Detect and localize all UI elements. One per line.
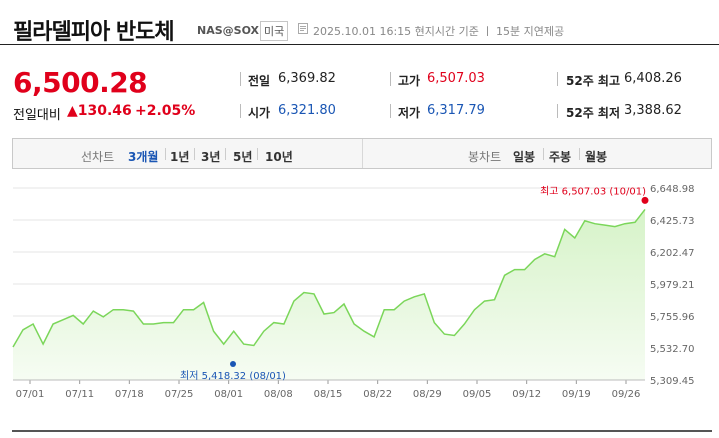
separator bbox=[257, 148, 258, 160]
update-time: 2025.10.01 16:15 현지시간 기준 ㅣ 15분 지연제공 bbox=[313, 25, 565, 38]
y-tick-label: 5,979.21 bbox=[650, 280, 695, 291]
separator bbox=[165, 148, 166, 160]
x-tick-label: 09/05 bbox=[463, 389, 492, 400]
document-icon bbox=[298, 23, 308, 34]
divider bbox=[240, 72, 241, 86]
week52-low-label: 52주 최저 bbox=[566, 106, 620, 120]
high-marker bbox=[641, 196, 649, 204]
x-tick-label: 09/12 bbox=[512, 389, 541, 400]
change-label: 전일대비 bbox=[13, 108, 61, 123]
divider bbox=[240, 104, 241, 118]
current-price: 6,500.28 bbox=[13, 66, 148, 99]
period-3y-button[interactable]: 3년 bbox=[201, 150, 221, 164]
x-tick-label: 07/18 bbox=[115, 389, 144, 400]
divider bbox=[557, 72, 558, 86]
week52-high-value: 6,408.26 bbox=[624, 71, 682, 86]
prev-close-label: 전일 bbox=[248, 74, 271, 88]
week52-low-value: 3,388.62 bbox=[624, 103, 682, 118]
market-badge: 미국 bbox=[260, 21, 289, 41]
low-label: 저가 bbox=[398, 106, 421, 120]
x-tick-label: 08/29 bbox=[413, 389, 442, 400]
low-annotation: 최저 5,418.32 (08/01) bbox=[180, 370, 286, 382]
x-tick-label: 07/01 bbox=[16, 389, 45, 400]
price-line bbox=[12, 208, 646, 348]
controls-divider bbox=[362, 139, 363, 168]
divider bbox=[390, 104, 391, 118]
index-code: NAS@SOX bbox=[197, 24, 260, 37]
y-tick-label: 6,425.73 bbox=[650, 216, 695, 227]
separator bbox=[194, 148, 195, 160]
week52-high-label: 52주 최고 bbox=[566, 74, 620, 88]
price-area bbox=[13, 209, 645, 380]
x-tick-label: 07/25 bbox=[165, 389, 194, 400]
price-chart: 6,648.98 6,425.73 6,202.47 5,979.21 5,755.96… bbox=[12, 184, 695, 400]
y-tick-label: 5,309.45 bbox=[650, 376, 695, 387]
period-5y-button[interactable]: 5년 bbox=[233, 150, 253, 164]
x-tick-label: 09/19 bbox=[562, 389, 591, 400]
x-tick-label: 09/26 bbox=[612, 389, 641, 400]
chart-controls: 선차트 3개월 1년 3년 5년 10년 봉차트 일봉 주봉 월봉 bbox=[12, 138, 712, 169]
x-tick-label: 08/08 bbox=[264, 389, 293, 400]
period-10y-button[interactable]: 10년 bbox=[265, 150, 293, 164]
high-label: 고가 bbox=[398, 74, 421, 88]
high-annotation: 최고 6,507.03 (10/01) bbox=[540, 185, 646, 197]
y-tick-label: 5,532.70 bbox=[650, 344, 695, 355]
period-3m-button[interactable]: 3개월 bbox=[128, 150, 159, 164]
low-marker bbox=[230, 361, 236, 367]
change-percent: +2.05% bbox=[135, 103, 196, 119]
y-tick-label: 6,202.47 bbox=[650, 248, 695, 259]
x-tick-label: 08/01 bbox=[214, 389, 243, 400]
y-tick-label: 6,648.98 bbox=[650, 184, 695, 195]
open-label: 시가 bbox=[248, 106, 271, 120]
y-tick-label: 5,755.96 bbox=[650, 312, 695, 323]
period-1y-button[interactable]: 1년 bbox=[170, 150, 190, 164]
x-tick-label: 08/22 bbox=[363, 389, 392, 400]
x-tick-label: 08/15 bbox=[314, 389, 343, 400]
x-tick-label: 07/11 bbox=[65, 389, 94, 400]
separator bbox=[543, 148, 544, 160]
weekly-candle-button[interactable]: 주봉 bbox=[549, 150, 572, 164]
candle-chart-label: 봉차트 bbox=[468, 150, 502, 164]
change-amount: ▲130.46 bbox=[67, 103, 132, 119]
header-divider bbox=[0, 44, 719, 45]
bottom-border bbox=[12, 430, 712, 432]
monthly-candle-button[interactable]: 월봉 bbox=[585, 150, 608, 164]
separator bbox=[225, 148, 226, 160]
prev-close-value: 6,369.82 bbox=[278, 71, 336, 86]
daily-candle-button[interactable]: 일봉 bbox=[513, 150, 536, 164]
high-value: 6,507.03 bbox=[427, 71, 485, 86]
divider bbox=[390, 72, 391, 86]
low-value: 6,317.79 bbox=[427, 103, 485, 118]
header: 필라델피아 반도체 NAS@SOX 미국 2025.10.01 16:15 현지… bbox=[0, 0, 719, 45]
divider bbox=[557, 104, 558, 118]
open-value: 6,321.80 bbox=[278, 103, 336, 118]
line-chart-label: 선차트 bbox=[81, 150, 115, 164]
separator bbox=[579, 148, 580, 160]
index-title: 필라델피아 반도체 bbox=[13, 20, 175, 45]
